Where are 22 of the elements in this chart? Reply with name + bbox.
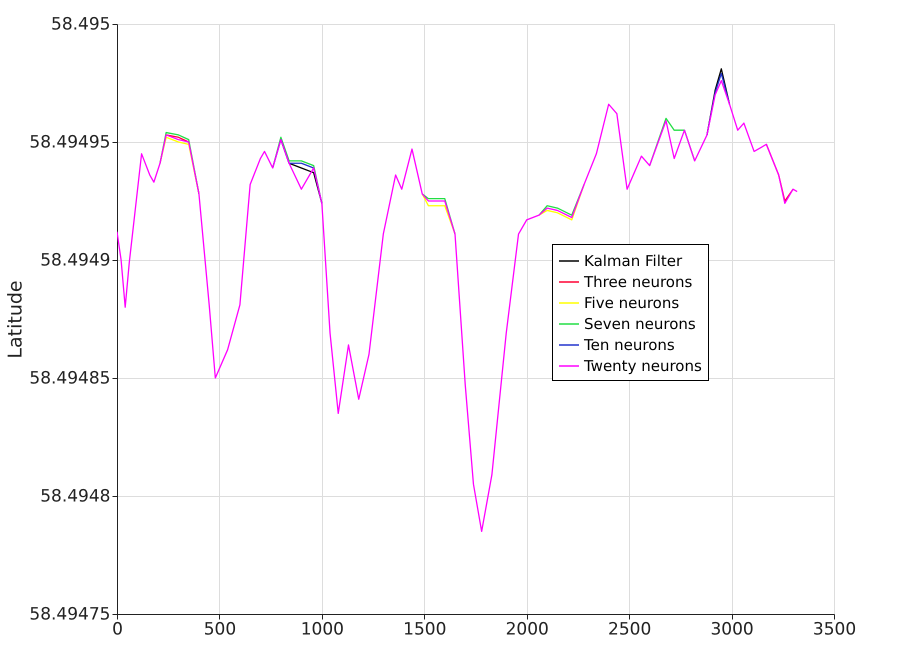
x-tick-label: 1500 <box>403 620 446 640</box>
x-tick-label: 2000 <box>506 620 549 640</box>
y-tick-label: 58.4949 <box>40 250 110 270</box>
line-series <box>117 80 798 532</box>
y-tick-label: 58.49495 <box>29 132 110 152</box>
legend-label: Twenty neurons <box>583 357 702 375</box>
x-tick-label: 0 <box>112 620 123 640</box>
legend-label: Kalman Filter <box>584 252 683 270</box>
y-axis-title: Latitude <box>4 280 26 359</box>
x-tick-label: 500 <box>204 620 236 640</box>
x-tick-label: 1000 <box>300 620 344 640</box>
legend-label: Ten neurons <box>583 336 675 354</box>
x-tick-label: 2500 <box>608 620 652 640</box>
legend-label: Seven neurons <box>584 315 696 333</box>
y-tick-label: 58.495 <box>51 14 110 34</box>
y-tick-label: 58.49475 <box>29 604 110 624</box>
legend-label: Five neurons <box>584 294 680 312</box>
x-tick-label: 3000 <box>710 620 754 640</box>
legend-label: Three neurons <box>583 273 692 291</box>
y-tick-label: 58.4948 <box>40 486 110 506</box>
x-tick-label: 3500 <box>812 620 856 640</box>
y-tick-label: 58.49485 <box>29 368 110 388</box>
